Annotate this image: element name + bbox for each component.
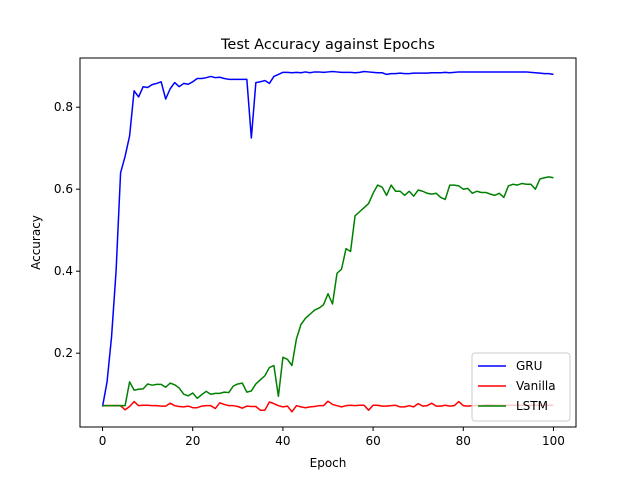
legend-label-lstm: LSTM [516, 399, 548, 413]
series-line-lstm [102, 176, 554, 407]
x-tick-label: 60 [365, 434, 380, 448]
x-tick-label: 80 [456, 434, 471, 448]
y-tick-label: 0.2 [54, 346, 73, 360]
y-axis-label: Accuracy [29, 215, 43, 270]
y-tick-label: 0.8 [54, 100, 73, 114]
legend-box [471, 352, 571, 422]
axes-frame [79, 57, 577, 428]
legend: GRU Vanilla LSTM [471, 352, 571, 422]
x-tick-label: 100 [542, 434, 565, 448]
legend-label-vanilla: Vanilla [516, 379, 556, 393]
legend-label-gru: GRU [516, 359, 542, 373]
x-tick-label: 40 [275, 434, 290, 448]
y-tick-label: 0.6 [54, 182, 73, 196]
ticks-layer: 0 20 40 60 80 100 0.2 0.4 0.6 0.8 [54, 100, 565, 448]
x-axis-label: Epoch [310, 456, 347, 470]
series-line-gru [101, 70, 554, 407]
y-tick-label: 0.4 [54, 264, 73, 278]
x-tick-label: 20 [185, 434, 200, 448]
x-tick-label: 0 [99, 434, 107, 448]
chart-title: Test Accuracy against Epochs [220, 37, 435, 53]
